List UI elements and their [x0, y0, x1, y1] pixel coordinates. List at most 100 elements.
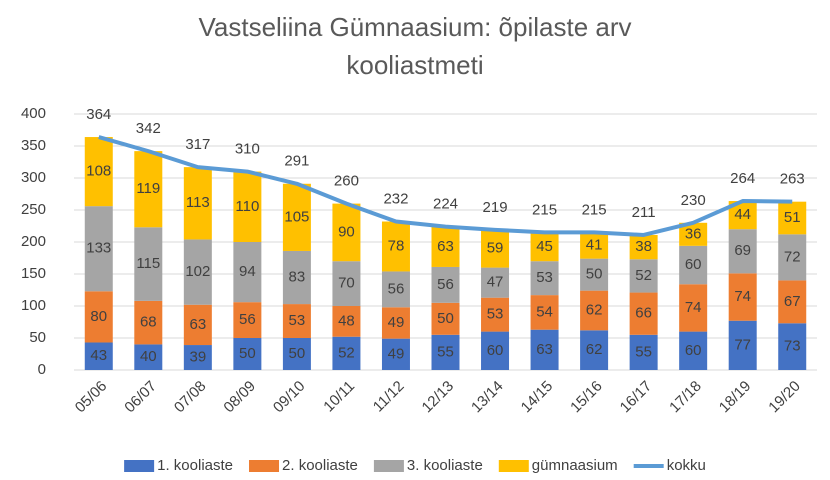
total-label: 264 [730, 170, 755, 187]
data-label: 115 [136, 255, 160, 272]
data-label: 54 [536, 303, 553, 320]
bar-segment [728, 320, 757, 370]
data-label: 62 [586, 341, 603, 358]
legend-label: 3. kooliaste [407, 457, 483, 474]
bar-segment [778, 201, 807, 235]
legend-label: kokku [667, 457, 706, 474]
data-label: 53 [487, 306, 504, 323]
bar-segment [282, 304, 311, 338]
bar-segment [282, 183, 311, 251]
bar-segment [629, 234, 658, 260]
bar-segment [481, 229, 510, 268]
x-tick-label: 11/12 [370, 378, 408, 416]
bar-segment [233, 242, 262, 303]
x-tick-label: 18/19 [716, 378, 755, 417]
bar-segment [332, 336, 361, 370]
data-label: 78 [388, 237, 405, 254]
data-label: 50 [289, 345, 306, 362]
legend-swatch [498, 460, 529, 472]
data-label: 38 [635, 238, 652, 255]
bar-segment [84, 206, 113, 292]
total-label: 317 [185, 136, 210, 153]
data-label: 56 [239, 311, 256, 328]
y-tick-label: 400 [21, 105, 46, 122]
data-label: 41 [586, 236, 603, 253]
x-tick-label: 07/08 [171, 378, 210, 417]
legend-label: gümnaasium [532, 457, 618, 474]
bar-segment [183, 239, 212, 305]
bar-segment [431, 226, 460, 267]
data-label: 72 [784, 248, 801, 265]
bar-segment [332, 306, 361, 337]
data-label: 52 [635, 267, 652, 284]
legend-swatch [373, 460, 404, 472]
bar-segment [530, 232, 559, 262]
data-label: 66 [635, 305, 652, 322]
data-label: 68 [140, 314, 157, 331]
data-label: 51 [784, 209, 801, 226]
bar-segment [629, 259, 658, 293]
data-label: 40 [140, 348, 157, 365]
data-label: 133 [86, 240, 111, 257]
x-tick-label: 15/16 [567, 378, 606, 417]
data-label: 59 [487, 240, 504, 257]
bar-segment [481, 267, 510, 298]
total-label: 211 [632, 204, 656, 221]
bar-segment [580, 330, 609, 370]
data-label: 77 [734, 336, 751, 353]
bar-segment [778, 280, 807, 324]
data-label: 63 [189, 316, 206, 333]
data-label: 90 [338, 223, 355, 240]
bar-segment [728, 229, 757, 274]
y-tick-label: 200 [21, 233, 46, 250]
x-tick-label: 09/10 [270, 378, 309, 417]
total-label: 224 [433, 196, 458, 213]
legend-label: 2. kooliaste [282, 457, 358, 474]
data-label: 70 [338, 275, 355, 292]
y-tick-label: 150 [21, 265, 46, 282]
x-tick-label: 13/14 [468, 378, 507, 417]
bar-segment [679, 284, 708, 332]
data-label: 45 [536, 238, 553, 255]
data-label: 52 [338, 344, 355, 361]
data-label: 47 [487, 274, 504, 291]
bar-segment [381, 338, 410, 370]
data-label: 55 [437, 343, 454, 360]
bar-segment [84, 342, 113, 370]
bar-segment [233, 302, 262, 338]
data-label: 102 [185, 263, 210, 280]
bar-segment [134, 300, 163, 345]
total-line [98, 135, 793, 237]
data-label: 73 [784, 338, 801, 355]
y-tick-label: 300 [21, 169, 46, 186]
bar-segment [282, 250, 311, 305]
x-tick-label: 10/11 [320, 378, 358, 416]
x-tick-label: 19/20 [765, 378, 804, 417]
data-label: 48 [338, 312, 355, 329]
data-label: 74 [734, 288, 751, 305]
bar-segment [679, 331, 708, 370]
y-tick-label: 350 [21, 137, 46, 154]
y-tick-label: 0 [38, 361, 46, 378]
bar-segment [381, 221, 410, 272]
data-label: 49 [388, 314, 405, 331]
bar-segment [728, 273, 757, 321]
total-label: 310 [235, 141, 260, 158]
data-label: 62 [586, 301, 603, 318]
data-label: 44 [734, 206, 751, 223]
data-label: 50 [239, 345, 256, 362]
bar-segment [530, 261, 559, 296]
bar-segment [580, 258, 609, 291]
data-label: 94 [239, 263, 256, 280]
bar-segment [629, 334, 658, 370]
data-label: 53 [289, 312, 306, 329]
data-label: 50 [437, 310, 454, 327]
data-label: 67 [784, 293, 801, 310]
bar-segment [778, 234, 807, 281]
bar-segment [530, 295, 559, 330]
bar-segment [332, 261, 361, 306]
x-tick-label: 05/06 [72, 378, 111, 417]
data-label: 83 [289, 268, 306, 285]
